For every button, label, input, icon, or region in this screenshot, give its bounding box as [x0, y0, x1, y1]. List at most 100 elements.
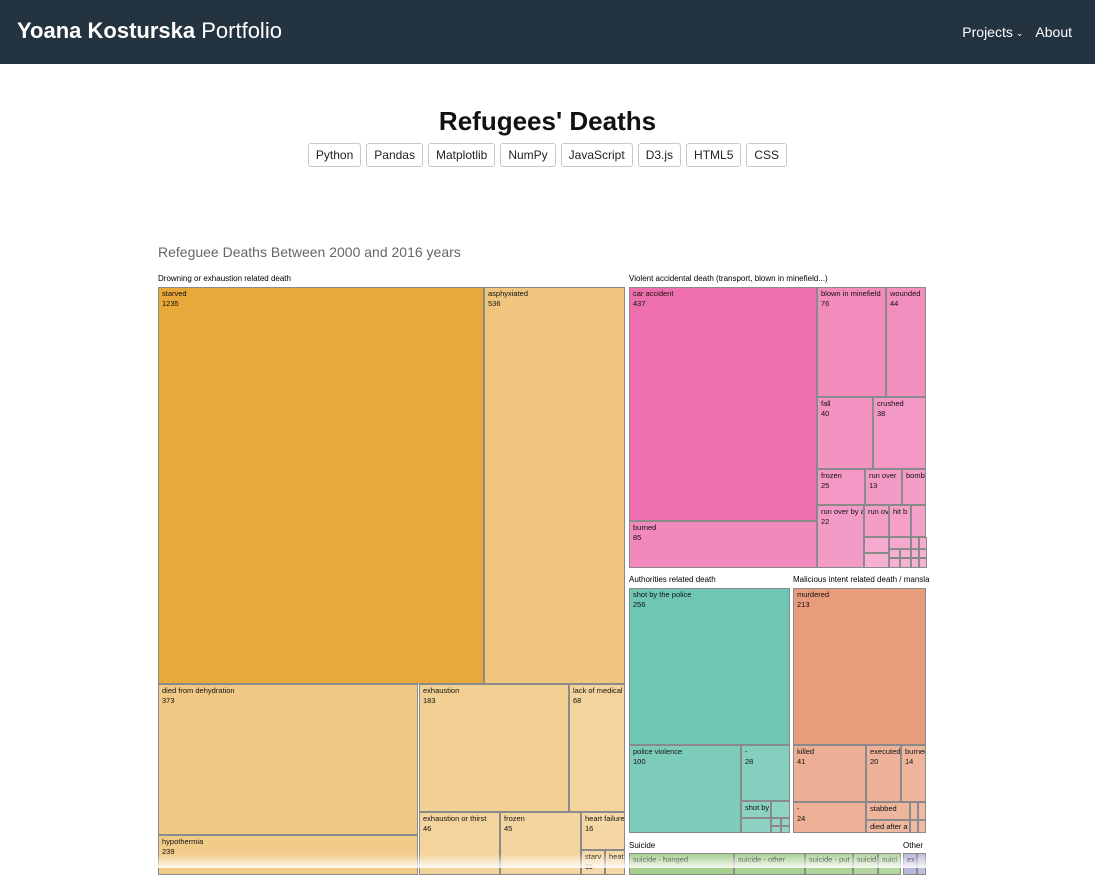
- treemap-cell-starved[interactable]: starved 1235: [158, 287, 484, 684]
- cell-label: killed: [797, 747, 815, 756]
- treemap-cell-fall[interactable]: fall 40: [817, 397, 873, 469]
- treemap-cell-small[interactable]: [741, 818, 771, 833]
- group-label-violent-accidental-death-trans: Violent accidental death (transport, blo…: [629, 274, 828, 283]
- treemap-cell-hit-b[interactable]: hit b: [889, 505, 911, 537]
- cell-label: bomb: [906, 471, 925, 480]
- treemap-cell-stabbed[interactable]: stabbed: [866, 802, 910, 820]
- tag-css[interactable]: CSS: [746, 143, 788, 167]
- treemap-cell-cell[interactable]: -24: [793, 802, 866, 833]
- treemap-cell-burned[interactable]: burned 85: [629, 521, 817, 568]
- treemap-cell-run-ov[interactable]: run ov: [864, 505, 889, 537]
- treemap-cell-burned[interactable]: burned14: [901, 745, 926, 802]
- treemap-cell-died-from-dehydration[interactable]: died from dehydration 373: [158, 684, 418, 835]
- tag-python[interactable]: Python: [307, 143, 362, 167]
- treemap-cell-small[interactable]: [900, 549, 911, 558]
- treemap-cell-executed[interactable]: executed 20: [866, 745, 901, 802]
- cell-label: car accident: [633, 289, 674, 298]
- treemap-cell-small[interactable]: [919, 537, 927, 549]
- treemap-cell-small[interactable]: [919, 558, 927, 568]
- group-label-authorities-related-death: Authorities related death: [629, 575, 716, 584]
- cell-value: 46: [423, 824, 432, 833]
- treemap-cell-blown-in-minefield[interactable]: blown in minefield 76: [817, 287, 886, 397]
- treemap-cell-small[interactable]: [911, 505, 926, 537]
- treemap-cell-small[interactable]: [910, 820, 918, 833]
- cell-label: exhaustion: [423, 686, 460, 695]
- cell-label: run ov: [868, 507, 889, 516]
- treemap-cell-small[interactable]: [771, 801, 790, 818]
- brand-link[interactable]: Yoana Kosturska Portfolio: [17, 16, 282, 46]
- projects-dropdown[interactable]: Projects ⌄: [962, 21, 1023, 43]
- chart-title: Refeguee Deaths Between 2000 and 2016 ye…: [158, 244, 461, 260]
- treemap-cell-killed[interactable]: killed 41: [793, 745, 866, 802]
- treemap-cell-cell[interactable]: -28: [741, 745, 790, 801]
- treemap-cell-died-after-a[interactable]: died after a: [866, 820, 910, 833]
- cell-value: 16: [585, 824, 594, 833]
- cell-label: hit b: [893, 507, 908, 516]
- treemap-cell-car-accident[interactable]: car accident 437: [629, 287, 817, 521]
- treemap-cell-small[interactable]: [918, 820, 926, 833]
- treemap-cell-wounded[interactable]: wounded 44: [886, 287, 926, 397]
- cell-value: 68: [573, 696, 582, 705]
- treemap-cell-lack-of-medical[interactable]: lack of medical 68: [569, 684, 625, 812]
- treemap-cell-small[interactable]: [864, 553, 889, 568]
- cell-label: asphyxiated: [488, 289, 529, 298]
- cell-label: died from dehydration: [162, 686, 235, 695]
- treemap-cell-small[interactable]: [889, 549, 900, 558]
- tag-pandas[interactable]: Pandas: [366, 143, 423, 167]
- cell-value: 183: [423, 696, 436, 705]
- treemap-cell-small[interactable]: [910, 802, 918, 820]
- treemap-cell-bomb[interactable]: bomb: [902, 469, 926, 505]
- cell-label: stabbed: [870, 804, 897, 813]
- treemap-cell-crushed[interactable]: crushed 38: [873, 397, 926, 469]
- cell-value: 38: [877, 409, 886, 418]
- treemap-cell-small[interactable]: [911, 537, 919, 549]
- treemap-cell-police-violence[interactable]: police violence 100: [629, 745, 741, 833]
- treemap-cell-shot-by-the-police[interactable]: shot by the police 256: [629, 588, 790, 745]
- cell-value: 256: [633, 600, 646, 609]
- cell-value: 213: [797, 600, 810, 609]
- tag-numpy[interactable]: NumPy: [500, 143, 556, 167]
- tag-d3js[interactable]: D3.js: [637, 143, 682, 167]
- treemap-cell-small[interactable]: [771, 826, 781, 833]
- treemap-cell-small[interactable]: [919, 549, 927, 558]
- treemap-cell-small[interactable]: [781, 818, 790, 826]
- cell-label: lack of medical: [573, 686, 623, 695]
- treemap-cell-small[interactable]: [889, 558, 900, 568]
- cell-value: 22: [821, 517, 830, 526]
- treemap-cell-small[interactable]: [911, 549, 919, 558]
- treemap-cell-frozen[interactable]: frozen 25: [817, 469, 865, 505]
- treemap-cell-murdered[interactable]: murdered 213: [793, 588, 926, 745]
- treemap-cell-run-over-by-a[interactable]: run over by a 22: [817, 505, 864, 568]
- treemap-cell-small[interactable]: [771, 818, 781, 826]
- cell-value: 40: [821, 409, 830, 418]
- cell-value: 28: [745, 757, 754, 766]
- treemap-cell-small[interactable]: [889, 537, 911, 549]
- treemap-cell-heart-failure[interactable]: heart failure 16: [581, 812, 625, 850]
- cell-value: 239: [162, 847, 175, 856]
- treemap-cell-exhaustion[interactable]: exhaustion 183: [419, 684, 569, 812]
- tag-matplotlib[interactable]: Matplotlib: [427, 143, 496, 167]
- treemap-cell-small[interactable]: [781, 826, 790, 833]
- cell-label: hypothermia: [162, 837, 204, 846]
- tag-javascript[interactable]: JavaScript: [560, 143, 633, 167]
- treemap-cell-small[interactable]: [911, 558, 919, 568]
- cell-value: 14: [905, 757, 914, 766]
- treemap-cell-small[interactable]: [918, 802, 926, 820]
- tag-html5[interactable]: HTML5: [686, 143, 742, 167]
- treemap-cell-small[interactable]: [900, 558, 911, 568]
- cell-label: burned: [633, 523, 657, 532]
- cell-value: 76: [821, 299, 830, 308]
- group-label-suicide: Suicide: [629, 841, 656, 850]
- about-link[interactable]: About: [1035, 21, 1072, 43]
- treemap-cell-small[interactable]: [864, 537, 889, 553]
- group-label-malicious-intent-related-death: Malicious intent related death / mansla: [793, 575, 930, 584]
- cell-value: 85: [633, 533, 642, 542]
- navbar: Yoana Kosturska Portfolio Projects ⌄ Abo…: [0, 0, 1095, 64]
- treemap-cell-asphyxiated[interactable]: asphyxiated 536: [484, 287, 625, 684]
- cell-label: blown in minefield: [821, 289, 881, 298]
- treemap-cell-run-over[interactable]: run over 13: [865, 469, 902, 505]
- cell-label: run over by a: [821, 507, 864, 516]
- treemap-cell-shot-by[interactable]: shot by: [741, 801, 771, 818]
- group-label-other: Other: [903, 841, 924, 850]
